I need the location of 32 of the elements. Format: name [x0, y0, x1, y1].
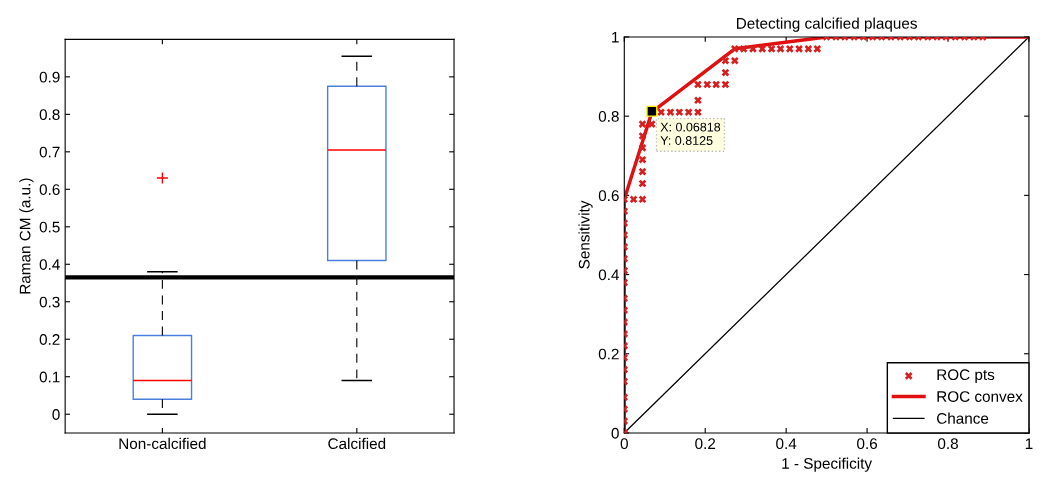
- x-tick-label: Non-calcified: [119, 437, 206, 450]
- x-axis-title: 1 - Specificity: [782, 457, 873, 472]
- legend-label: ROC pts: [937, 369, 995, 384]
- y-tick-label: 0.4: [598, 269, 619, 281]
- x-tick-label: 0.8: [937, 438, 958, 450]
- x-tick-label: 1: [1025, 438, 1033, 449]
- legend-label: ROC convex: [937, 391, 1023, 402]
- x-tick-label: 0.4: [776, 438, 797, 450]
- y-tick-label: 0.2: [598, 348, 619, 360]
- x-tick-label: 0.6: [857, 438, 878, 450]
- y-tick-label: 0.5: [39, 221, 60, 233]
- x-tick-label: 0.2: [695, 438, 716, 450]
- y-tick-label: 0.4: [39, 259, 60, 270]
- y-tick-label: 0.8: [39, 109, 60, 121]
- y-axis-title: Raman CM (a.u.): [19, 178, 34, 294]
- annotation: X: 0.06818 Y: 0.8125: [660, 122, 721, 145]
- y-tick-label: 0.7: [39, 146, 60, 158]
- y-tick-label: 0.1: [39, 371, 60, 383]
- y-tick-label: 0.6: [39, 184, 60, 195]
- y-axis-title: Sensitivity: [578, 200, 593, 269]
- y-tick-label: 0.6: [598, 190, 619, 202]
- chart-title: Detecting calcified plaques: [737, 17, 917, 32]
- y-tick-label: 0.8: [598, 111, 619, 122]
- y-tick-label: 0.2: [39, 334, 60, 345]
- y-tick-label: 0: [611, 427, 619, 439]
- legend-label: Chance: [936, 412, 989, 424]
- x-tick-label: Calcified: [328, 437, 386, 450]
- x-tick-label: 0: [620, 438, 628, 450]
- y-tick-label: 0: [52, 409, 60, 420]
- y-tick-label: 0.9: [39, 71, 60, 83]
- y-tick-label: 1: [612, 31, 619, 43]
- y-tick-label: 0.3: [39, 296, 60, 308]
